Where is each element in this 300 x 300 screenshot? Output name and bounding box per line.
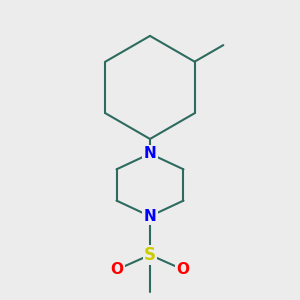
Text: O: O (177, 262, 190, 277)
Text: N: N (144, 209, 156, 224)
Text: O: O (110, 262, 123, 277)
Text: N: N (144, 146, 156, 161)
Text: S: S (144, 246, 156, 264)
